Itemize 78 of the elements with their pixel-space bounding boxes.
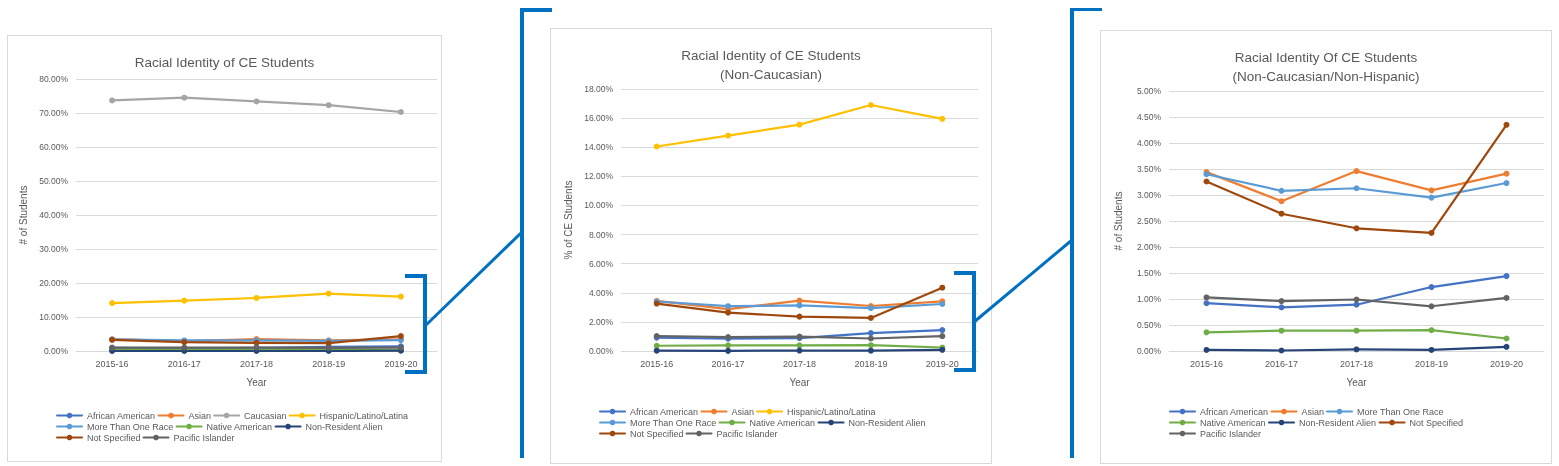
legend-label: Pacific Islander bbox=[716, 428, 778, 439]
legend-label: More Than One Race bbox=[1357, 406, 1444, 417]
y-axis-title: # of Students bbox=[17, 185, 29, 245]
y-tick-label: 8.00% bbox=[588, 229, 614, 240]
x-tick-label: 2019-20 bbox=[925, 358, 959, 369]
y-tick-label: 60.00% bbox=[39, 142, 69, 152]
y-tick-label: 3.00% bbox=[1136, 190, 1162, 200]
y-tick-label: 14.00% bbox=[584, 142, 614, 153]
y-tick-label: 4.00% bbox=[1136, 138, 1162, 148]
y-axis-title: % of CE Students bbox=[562, 180, 574, 260]
legend-label: Non-Resident Alien bbox=[1299, 417, 1377, 428]
legend-label: Asian bbox=[731, 406, 755, 417]
y-tick-label: 20.00% bbox=[39, 278, 69, 288]
legend-label: Not Specified bbox=[1409, 417, 1464, 428]
x-axis-title: Year bbox=[246, 376, 268, 388]
legend-label: African American bbox=[1200, 406, 1269, 417]
x-tick-label: 2015-16 bbox=[95, 358, 129, 369]
x-tick-label: 2019-20 bbox=[1489, 358, 1524, 369]
x-axis-title: Year bbox=[1346, 376, 1368, 388]
x-tick-label: 2018-19 bbox=[1414, 358, 1449, 369]
x-tick-label: 2017-18 bbox=[1339, 358, 1374, 369]
y-tick-label: 1.00% bbox=[1136, 294, 1162, 304]
chart-title: Racial Identity of CE Students bbox=[134, 55, 315, 70]
y-tick-label: 10.00% bbox=[39, 312, 69, 322]
y-axis-title: # of Students bbox=[1112, 191, 1124, 251]
y-tick-label: 30.00% bbox=[39, 244, 69, 254]
y-tick-label: 80.00% bbox=[39, 74, 69, 84]
y-tick-label: 0.00% bbox=[1136, 346, 1162, 356]
legend-label: Asian bbox=[188, 410, 212, 421]
y-tick-label: 2.50% bbox=[1136, 216, 1162, 226]
legend-label: Native American bbox=[1200, 417, 1266, 428]
legend-label: Not Specified bbox=[630, 428, 684, 439]
legend-label: Non-Resident Alien bbox=[305, 421, 383, 432]
y-tick-label: 12.00% bbox=[584, 171, 614, 182]
x-tick-label: 2016-17 bbox=[1264, 358, 1299, 369]
y-tick-label: 2.00% bbox=[1136, 242, 1162, 252]
x-tick-label: 2016-17 bbox=[711, 358, 745, 369]
x-tick-label: 2015-16 bbox=[640, 358, 674, 369]
y-tick-label: 40.00% bbox=[39, 210, 69, 220]
y-tick-label: 10.00% bbox=[584, 200, 614, 211]
y-tick-label: 6.00% bbox=[588, 258, 614, 269]
y-tick-label: 0.00% bbox=[588, 346, 614, 356]
y-tick-label: 0.00% bbox=[43, 346, 69, 356]
x-tick-label: 2018-19 bbox=[854, 358, 888, 369]
x-tick-label: 2019-20 bbox=[384, 358, 418, 369]
legend-label: Asian bbox=[1301, 406, 1325, 417]
y-tick-label: 5.00% bbox=[1136, 86, 1162, 96]
y-tick-label: 50.00% bbox=[39, 176, 69, 186]
y-tick-label: 16.00% bbox=[584, 113, 614, 124]
legend-label: African American bbox=[87, 410, 156, 421]
chart-title: Racial Identity Of CE Students (Non-Caucasian/Non-Hispanic) bbox=[1232, 50, 1420, 84]
chart-title: Racial Identity of CE Students (Non-Caucasian) bbox=[681, 48, 861, 82]
x-tick-label: 2015-16 bbox=[1189, 358, 1224, 369]
legend-label: Non-Resident Alien bbox=[848, 417, 926, 428]
y-tick-label: 4.50% bbox=[1136, 112, 1162, 122]
legend-label: Caucasian bbox=[244, 410, 287, 421]
legend-label: More Than One Race bbox=[630, 417, 717, 428]
x-tick-label: 2017-18 bbox=[782, 358, 817, 369]
legend-label: African American bbox=[630, 406, 699, 417]
legend-label: Pacific Islander bbox=[1200, 428, 1262, 439]
legend-label: More Than One Race bbox=[87, 421, 174, 432]
legend-label: Native American bbox=[749, 417, 816, 428]
x-tick-label: 2017-18 bbox=[239, 358, 274, 369]
x-tick-label: 2018-19 bbox=[312, 358, 346, 369]
legend-label: Pacific Islander bbox=[173, 432, 235, 443]
y-tick-label: 0.50% bbox=[1136, 320, 1162, 330]
x-axis-title: Year bbox=[789, 376, 811, 388]
y-tick-label: 18.00% bbox=[584, 84, 614, 94]
x-tick-label: 2016-17 bbox=[167, 358, 201, 369]
legend-label: Native American bbox=[206, 421, 273, 432]
y-tick-label: 4.00% bbox=[588, 287, 614, 298]
legend-label: Not Specified bbox=[87, 432, 141, 443]
y-tick-label: 2.00% bbox=[588, 316, 614, 327]
y-tick-label: 1.50% bbox=[1136, 268, 1162, 278]
legend-label: Hispanic/Latino/Latina bbox=[319, 410, 409, 421]
y-tick-label: 70.00% bbox=[39, 108, 69, 118]
y-tick-label: 3.50% bbox=[1136, 164, 1162, 174]
legend-label: Hispanic/Latino/Latina bbox=[787, 406, 876, 417]
